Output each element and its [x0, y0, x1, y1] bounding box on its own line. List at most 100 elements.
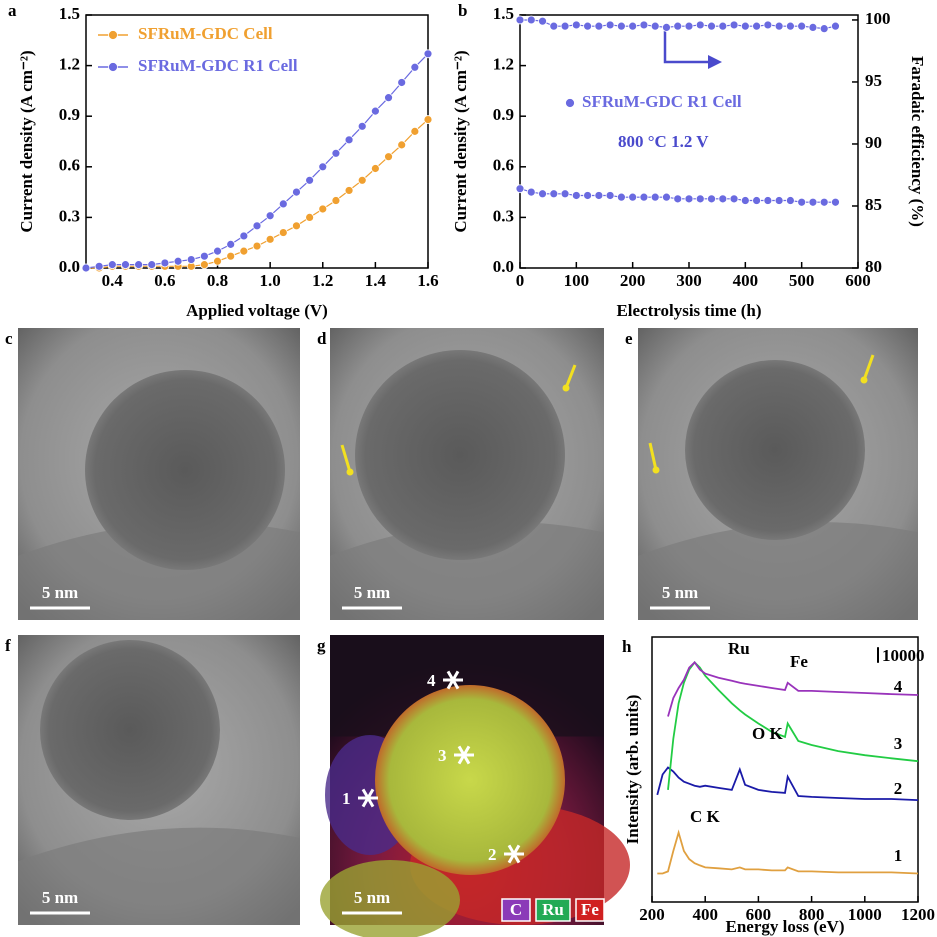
y-axis-label: Intensity (arb. units) — [623, 695, 642, 845]
y-tick-label: 0.9 — [59, 105, 80, 124]
x-tick-label: 200 — [620, 271, 646, 290]
data-point — [278, 199, 288, 209]
data-point — [583, 191, 592, 200]
data-point — [423, 115, 433, 124]
data-point — [740, 21, 750, 31]
data-point — [684, 194, 694, 204]
y2-tick-label: 80 — [865, 257, 882, 276]
data-point — [650, 192, 660, 202]
data-point — [357, 175, 367, 185]
data-point — [786, 21, 795, 31]
data-point — [628, 21, 638, 31]
asterisk — [457, 745, 471, 765]
data-point — [134, 260, 144, 270]
site-label: 4 — [427, 671, 436, 690]
data-point — [344, 135, 354, 145]
data-point — [673, 21, 683, 31]
arrow-head — [708, 55, 722, 69]
series-line — [656, 766, 919, 801]
series-line — [657, 829, 919, 875]
data-point — [305, 175, 315, 185]
x-tick-label: 800 — [799, 905, 825, 924]
scale-bar-label: 5 nm — [42, 888, 78, 907]
data-point — [684, 21, 694, 31]
legend-swatch — [501, 898, 531, 922]
data-point — [331, 148, 341, 158]
pointer-arrow — [564, 364, 577, 389]
x-tick-label: 1000 — [848, 905, 882, 924]
data-point — [526, 15, 536, 25]
plot-frame — [85, 14, 429, 269]
y-tick-label: 0.3 — [59, 206, 80, 225]
data-point — [199, 260, 209, 270]
panel-letter: f — [5, 636, 11, 655]
legend-swatch — [575, 898, 605, 922]
data-point — [357, 121, 367, 131]
annotation: Ru — [728, 639, 750, 658]
data-point — [831, 21, 840, 31]
data-point — [213, 246, 222, 256]
y-tick-label: 1.5 — [59, 4, 80, 23]
series-label: 4 — [894, 677, 903, 696]
panel-letter: g — [317, 636, 326, 655]
data-point — [571, 191, 581, 200]
data-point — [617, 192, 626, 202]
y2-tick-label: 95 — [865, 71, 882, 90]
data-point — [186, 255, 196, 264]
pointer-arrow — [340, 444, 352, 473]
data-point — [650, 21, 660, 31]
data-point — [560, 189, 570, 199]
data-point — [239, 246, 249, 256]
x-tick-label: 0.4 — [102, 271, 124, 290]
data-point — [107, 260, 117, 270]
data-point — [318, 162, 328, 172]
legend-label: C — [510, 900, 522, 919]
support — [18, 827, 300, 925]
plot-frame — [651, 636, 919, 903]
pointer-arrow-head — [860, 376, 868, 384]
data-point — [718, 21, 728, 31]
panel-letter: h — [622, 637, 632, 656]
data-point — [121, 260, 130, 270]
data-point — [173, 256, 183, 266]
legend-marker — [108, 62, 118, 72]
data-point — [695, 20, 705, 30]
x-tick-label: 1.2 — [312, 271, 333, 290]
data-point — [515, 184, 525, 194]
x-tick-label: 300 — [676, 271, 702, 290]
x-tick-label: 600 — [746, 905, 772, 924]
y2-tick-label: 90 — [865, 133, 882, 152]
x-tick-label: 400 — [692, 905, 718, 924]
pointer-arrow-head — [346, 468, 354, 476]
data-point — [831, 197, 840, 207]
data-point — [318, 204, 328, 214]
data-point — [515, 15, 525, 25]
legend-label: Fe — [581, 900, 599, 919]
data-point — [305, 212, 315, 222]
x-tick-label: 600 — [845, 271, 871, 290]
data-point — [819, 24, 829, 34]
data-point — [331, 196, 341, 205]
ru-region — [320, 860, 460, 937]
data-point — [252, 221, 262, 231]
site-label: 1 — [342, 789, 351, 808]
data-point — [594, 21, 604, 31]
data-point — [752, 21, 761, 31]
data-point — [292, 187, 301, 197]
y2-axis-label: Faradaic efficiency (%) — [908, 56, 927, 227]
data-point — [639, 192, 649, 202]
x-tick-label: 0 — [516, 271, 525, 290]
arrow — [663, 30, 712, 64]
nanoparticle — [685, 360, 865, 540]
nanoparticle — [375, 685, 565, 875]
pointer-arrow-head — [652, 466, 660, 474]
scale-bar-label: 5 nm — [662, 583, 698, 602]
annotation: C K — [690, 807, 721, 826]
y-tick-label: 1.2 — [59, 55, 80, 74]
pointer-arrow — [862, 354, 875, 381]
scale-bar-label: 5 nm — [354, 888, 390, 907]
site-label: 3 — [438, 746, 447, 765]
y-tick-label: 0.0 — [59, 257, 80, 276]
data-point — [718, 194, 728, 204]
